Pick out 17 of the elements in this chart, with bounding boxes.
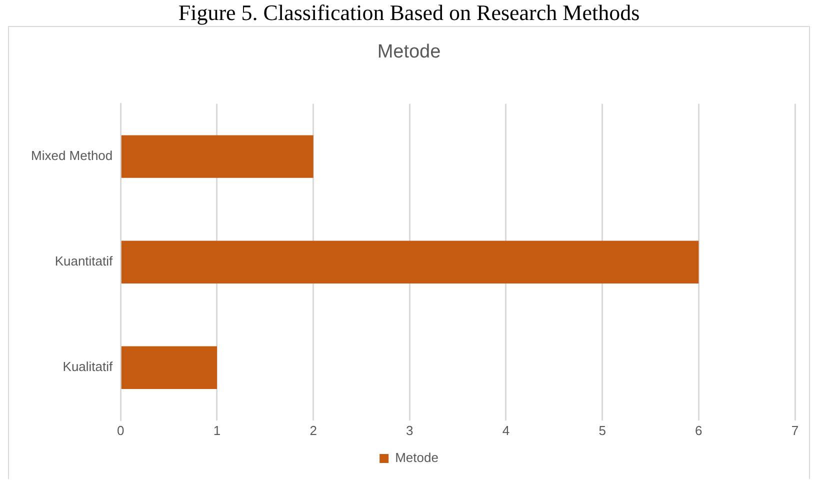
- chart-title: Metode: [377, 42, 441, 63]
- bar: [121, 346, 217, 390]
- x-tick-label: 5: [598, 422, 606, 438]
- y-tick-label: Mixed Method: [30, 148, 113, 164]
- x-tick-label: 2: [310, 422, 317, 438]
- legend-label: Metode: [395, 450, 438, 466]
- x-tick-label: 4: [502, 422, 510, 438]
- bar: [121, 240, 699, 284]
- y-tick-label: Kualitatif: [62, 359, 114, 374]
- caption: Figure 5. Classification Based on Research Methods: [177, 0, 641, 26]
- x-tick-label: 7: [791, 422, 799, 438]
- x-tick-label: 6: [695, 422, 702, 438]
- bar: [121, 135, 314, 178]
- x-tick-label: 1: [213, 422, 221, 438]
- x-tick-label: 0: [117, 422, 124, 438]
- x-tick-label: 3: [406, 422, 414, 438]
- y-tick-label: Kuantitatif: [54, 254, 114, 269]
